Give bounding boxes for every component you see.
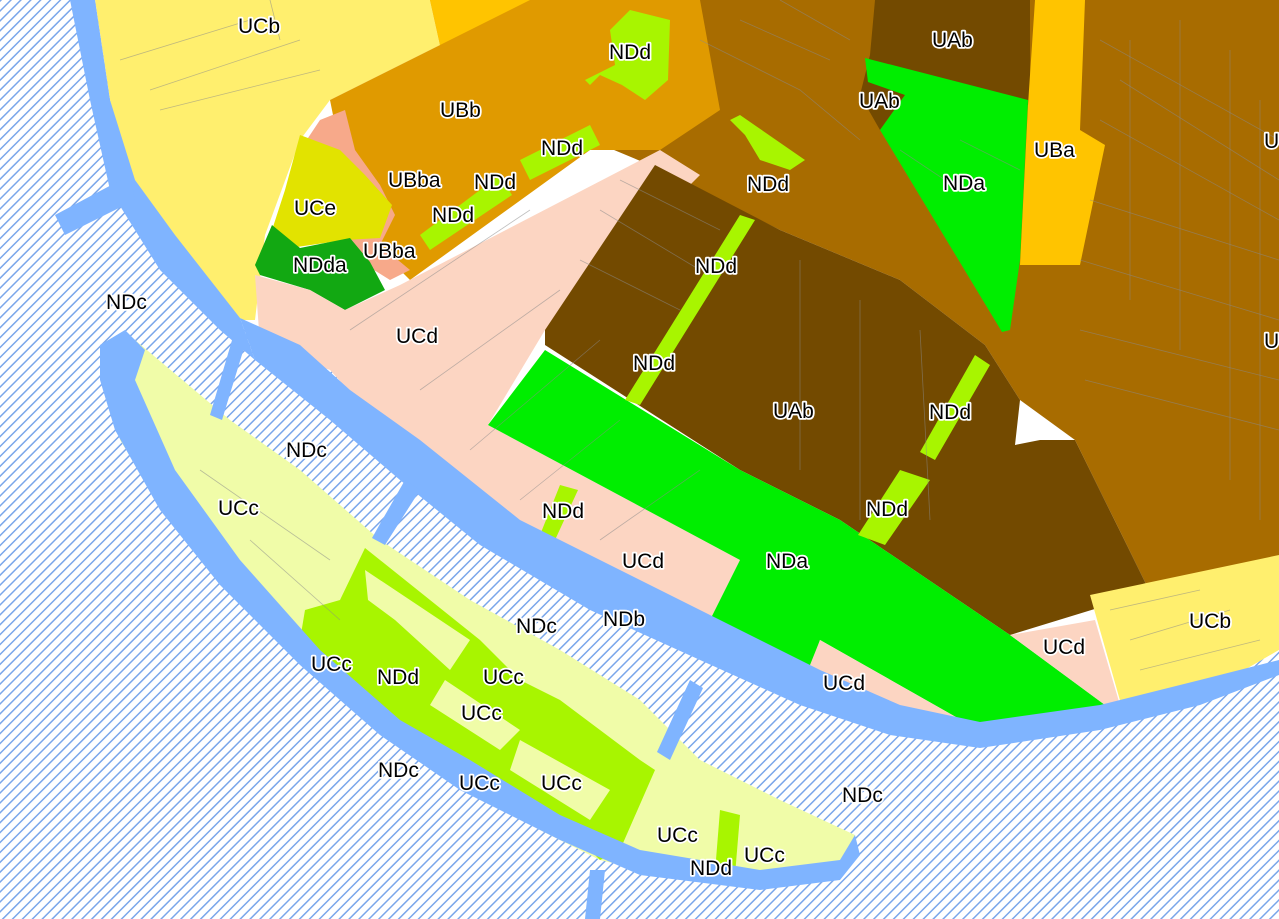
label-ndd-11: NDd [377,666,419,689]
label-ndb: NDb [603,608,645,631]
label-nda-2: NDa [766,550,808,573]
zone-ndd-strip-3[interactable] [420,175,512,250]
zone-ndd-strip-7[interactable] [858,470,930,545]
label-ndd-4: NDd [747,173,789,196]
parcel-lines [119,0,1279,671]
zone-ucd-bottom[interactable] [800,640,970,730]
label-ndd-9: NDd [542,500,584,523]
zone-nda-main[interactable] [488,350,1105,725]
label-uab-2: UAb [859,90,900,113]
label-ucc-8: UCc [744,844,785,867]
label-ucc-7: UCc [657,824,698,847]
label-ndd-1: NDd [609,41,651,64]
zone-uba-strip[interactable] [430,0,530,45]
label-ucb-top: UCb [238,15,280,38]
zone-ucc-inner-2[interactable] [430,680,520,750]
zone-ndda[interactable] [255,225,385,310]
label-uba: UBa [1034,139,1075,162]
label-ubb: UBb [440,99,481,122]
label-ndd-5: NDd [432,204,474,227]
zone-uba[interactable] [1020,0,1105,265]
label-ubba-1: UBba [388,169,441,192]
label-ndc-2: NDc [286,439,327,462]
zone-canal-lower[interactable] [657,680,703,760]
label-ucd-2: UCd [622,550,664,573]
label-uab-3: UAb [773,400,814,423]
zone-ndd-strip-6[interactable] [920,355,990,460]
label-ndc-5: NDc [842,784,883,807]
zone-canal-outer[interactable] [70,0,255,360]
label-cut-u-1: U [1264,130,1279,153]
zone-river[interactable] [240,318,1279,748]
zone-canal-left[interactable] [55,175,135,235]
zone-canal-link[interactable] [210,330,248,420]
label-ucc-6: UCc [541,772,582,795]
zone-ucc-inner-1[interactable] [365,570,470,670]
label-uab-top: UAb [932,29,973,52]
label-ndd-10: NDd [866,498,908,521]
zone-uce[interactable] [272,135,392,248]
label-ndd-2: NDd [541,137,583,160]
label-ndd-6: NDd [695,255,737,278]
label-ucd-4: UCd [823,672,865,695]
label-ucc-2: UCc [311,653,352,676]
label-ucb-right: UCb [1189,610,1231,633]
label-ndc-1: NDc [106,291,147,314]
label-ndd-3: NDd [474,171,516,194]
zone-ucd-main[interactable] [255,150,740,630]
zone-ucc-inner-3[interactable] [510,740,610,820]
label-ndda: NDda [293,254,347,277]
label-ucd-3: UCd [1043,636,1085,659]
zone-labels: UCb NDd UAb UBb UAb NDd UBa UBba NDd NDd… [104,13,1279,882]
label-ucc-4: UCc [461,702,502,725]
zone-canal-island-rim[interactable] [100,330,860,890]
label-ndd-12: NDd [690,857,732,880]
zone-ndd-strip-1[interactable] [585,10,670,100]
label-cut-u-2: U [1264,330,1279,353]
zone-ndd-strip-8[interactable] [540,485,578,540]
zone-ucd-right[interactable] [1010,620,1120,705]
label-ubba-2: UBba [363,240,416,263]
label-ucc-3: UCc [483,666,524,689]
label-uce: UCe [294,197,336,220]
zone-ndd-strip-5[interactable] [625,215,755,405]
zone-canal-mid[interactable] [372,480,420,545]
zone-nda-top[interactable] [865,58,1028,332]
zone-uab-middle[interactable] [545,165,1150,635]
zone-canal-south[interactable] [585,870,605,919]
label-ucc-1: UCc [218,497,259,520]
zone-ndd-strip-4[interactable] [730,115,805,170]
zone-ndd-strip-2[interactable] [520,125,600,180]
label-nda-1: NDa [943,172,985,195]
label-ucc-5: UCc [459,772,500,795]
zone-ndd-island-2[interactable] [715,810,740,875]
label-ucd-1: UCd [396,325,438,348]
label-ndd-8: NDd [929,401,971,424]
label-ndc-4: NDc [378,759,419,782]
label-ndc-3: NDc [516,615,557,638]
label-ndd-7: NDd [633,352,675,375]
